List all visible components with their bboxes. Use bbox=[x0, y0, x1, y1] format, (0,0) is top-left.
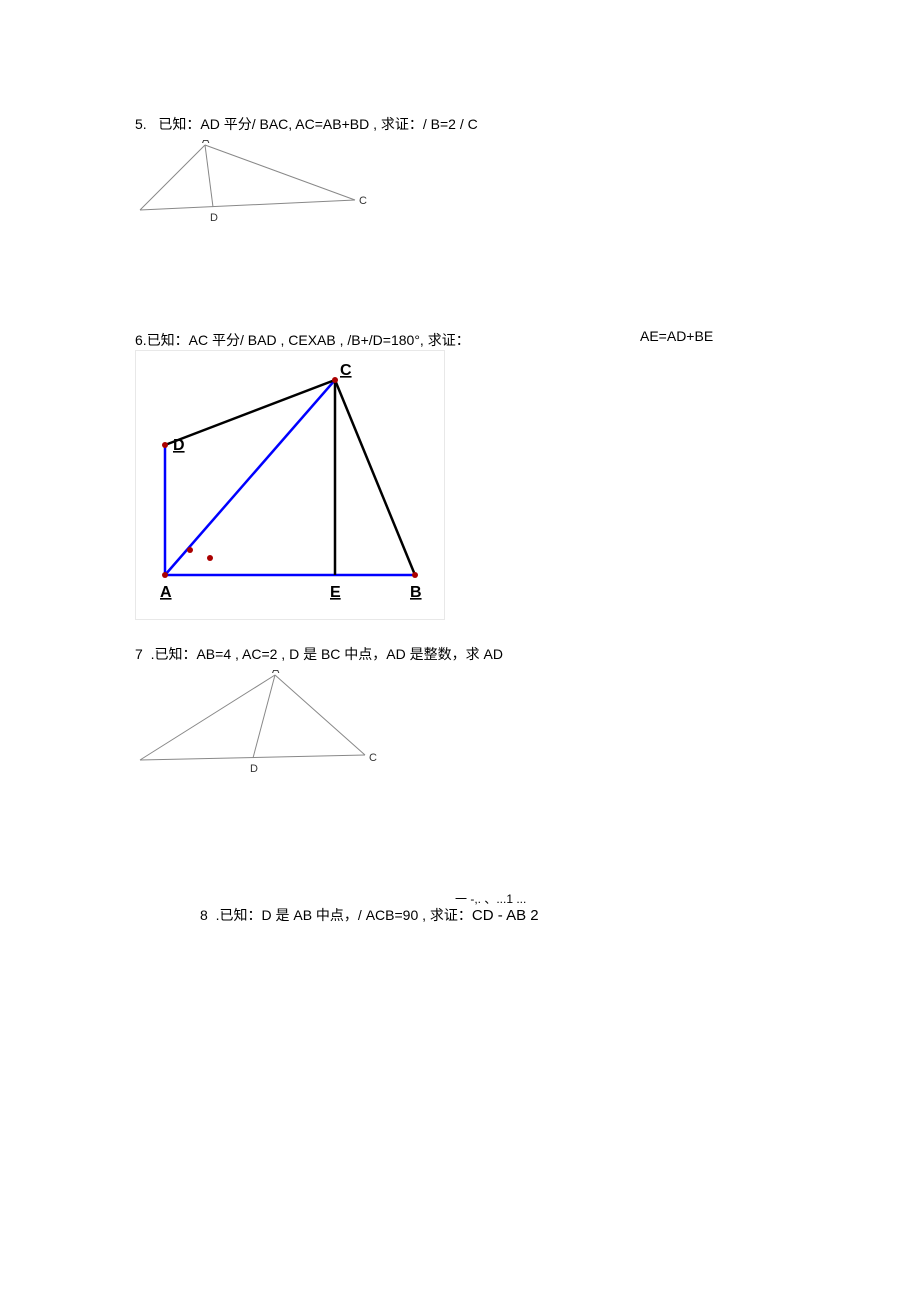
problem-6-number: 6. bbox=[135, 332, 147, 348]
svg-text:A: A bbox=[160, 584, 172, 601]
problem-5-number: 5. bbox=[135, 116, 147, 132]
problem-7-text: .已知：AB=4 , AC=2 , D 是 BC 中点，AD 是整数，求 AD bbox=[151, 646, 503, 662]
problem-6-line-left: 6.已知：AC 平分/ BAD , CEXAB , /B+/D=180°, 求证… bbox=[135, 330, 470, 350]
triangle-median-diagram-icon: ABCD bbox=[135, 670, 385, 780]
triangle-diagram-icon: ABCD bbox=[135, 140, 375, 230]
document-page: 5. 已知：AD 平分/ BAC, AC=AB+BD , 求证：/ B=2 / … bbox=[0, 0, 920, 1303]
svg-text:C: C bbox=[340, 362, 352, 379]
problem-6-text-left: 已知：AC 平分/ BAD , CEXAB , /B+/D=180°, 求证： bbox=[147, 332, 470, 348]
problem-7-number: 7 bbox=[135, 646, 143, 662]
problem-7-line: 7 .已知：AB=4 , AC=2 , D 是 BC 中点，AD 是整数，求 A… bbox=[135, 644, 503, 664]
problem-5-text: 已知：AD 平分/ BAC, AC=AB+BD , 求证：/ B=2 / C bbox=[158, 116, 477, 132]
problem-6-figure: D C A E B bbox=[135, 350, 445, 625]
problem-7-figure: ABCD bbox=[135, 670, 385, 780]
svg-text:C: C bbox=[359, 195, 367, 207]
svg-text:A: A bbox=[202, 140, 210, 146]
svg-text:D: D bbox=[210, 212, 218, 224]
svg-text:C: C bbox=[369, 752, 377, 764]
problem-5-figure: ABCD bbox=[135, 140, 375, 230]
svg-text:A: A bbox=[272, 670, 280, 676]
svg-text:E: E bbox=[330, 584, 341, 601]
problem-8-line: 8 .已知：D 是 AB 中点，/ ACB=90 , 求证：CD - AB 2 bbox=[200, 905, 539, 925]
problem-6-text-right: AE=AD+BE bbox=[640, 328, 713, 344]
svg-text:B: B bbox=[410, 584, 422, 601]
problem-5-line: 5. 已知：AD 平分/ BAC, AC=AB+BD , 求证：/ B=2 / … bbox=[135, 114, 478, 134]
problem-8-text-prefix: .已知：D 是 AB 中点，/ ACB=90 , 求证： bbox=[216, 907, 472, 923]
svg-text:D: D bbox=[173, 437, 185, 454]
svg-text:D: D bbox=[250, 763, 258, 775]
problem-8-number: 8 bbox=[200, 907, 208, 923]
quadrilateral-diagram-icon: D C A E B bbox=[135, 350, 445, 620]
problem-8-conclusion: CD - AB 2 bbox=[472, 907, 539, 924]
